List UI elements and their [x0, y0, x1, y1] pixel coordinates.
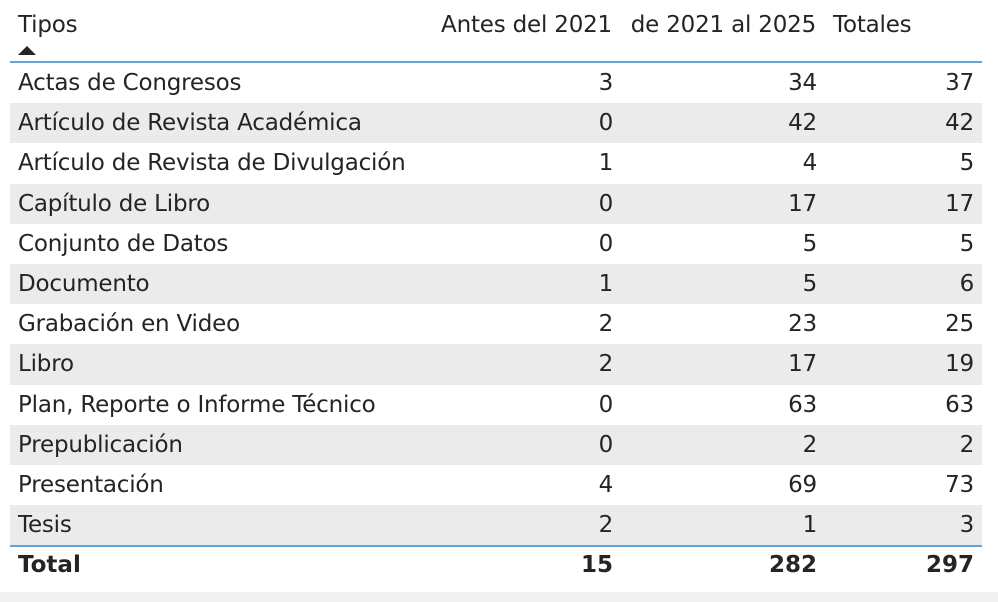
cell-rango: 5: [802, 270, 818, 297]
cell-tipo: Conjunto de Datos: [18, 230, 229, 257]
cell-antes: 2: [598, 512, 614, 539]
total-row: Total 15 282 297: [10, 547, 982, 591]
cell-rango: 1: [802, 512, 818, 539]
table-row[interactable]: Presentación 4 69 73: [10, 465, 982, 505]
cell-total: 5: [959, 230, 975, 257]
table-row[interactable]: Artículo de Revista de Divulgación 1 4 5: [10, 143, 982, 183]
cell-total: 73: [945, 471, 974, 498]
cell-tipo: Actas de Congresos: [18, 70, 242, 96]
table-row[interactable]: Grabación en Video 2 23 25: [10, 304, 982, 344]
total-totales: 297: [925, 552, 974, 578]
table-row[interactable]: Tesis 2 1 3: [10, 505, 982, 546]
cell-rango: 69: [788, 471, 817, 498]
cell-tipo: Documento: [18, 270, 150, 297]
column-header-tipos[interactable]: Tipos: [18, 12, 78, 38]
table-row[interactable]: Prepublicación 0 2 2: [10, 424, 982, 465]
cell-total: 63: [945, 391, 974, 418]
cell-total: 37: [945, 70, 974, 96]
cell-tipo: Plan, Reporte o Informe Técnico: [18, 391, 376, 418]
cell-tipo: Tesis: [18, 512, 72, 539]
cell-total: 17: [945, 190, 974, 217]
cell-rango: 17: [788, 190, 817, 217]
cell-tipo: Presentación: [18, 471, 164, 498]
cell-antes: 0: [598, 431, 614, 458]
cell-antes: 2: [598, 311, 614, 338]
cell-antes: 3: [598, 70, 614, 96]
cell-antes: 1: [598, 150, 614, 177]
table-row[interactable]: Artículo de Revista Académica 0 42 42: [10, 103, 982, 144]
sort-ascending-icon[interactable]: [18, 46, 36, 55]
cell-rango: 2: [802, 431, 818, 458]
table-header: Tipos Antes del 2021 de 2021 al 2025 Tot…: [0, 0, 998, 60]
cell-rango: 63: [788, 391, 817, 418]
table-row[interactable]: Capítulo de Libro 0 17 17: [10, 183, 982, 224]
cell-total: 19: [945, 351, 974, 378]
table-body: Actas de Congresos 3 34 37 Artículo de R…: [10, 63, 982, 546]
cell-total: 42: [945, 110, 974, 137]
column-header-antes[interactable]: Antes del 2021: [441, 12, 612, 38]
total-divider: [10, 545, 982, 547]
cell-tipo: Libro: [18, 351, 74, 378]
cell-total: 25: [945, 311, 974, 338]
cell-antes: 0: [598, 391, 614, 418]
cell-tipo: Artículo de Revista Académica: [18, 110, 362, 137]
cell-antes: 4: [598, 471, 614, 498]
cell-total: 2: [959, 431, 975, 458]
cell-rango: 34: [788, 70, 817, 96]
cell-antes: 1: [598, 270, 614, 297]
column-header-totales[interactable]: Totales: [833, 12, 912, 38]
table-row[interactable]: Documento 1 5 6: [10, 263, 982, 305]
cell-tipo: Grabación en Video: [18, 311, 240, 338]
table-row[interactable]: Actas de Congresos 3 34 37: [10, 63, 982, 103]
cell-rango: 42: [788, 110, 817, 137]
table-row[interactable]: Libro 2 17 19: [10, 344, 982, 385]
total-label: Total: [18, 552, 81, 578]
total-antes: 15: [580, 552, 613, 578]
header-divider: [10, 61, 982, 63]
cell-total: 5: [959, 150, 975, 177]
cell-total: 6: [959, 270, 975, 297]
column-header-rango[interactable]: de 2021 al 2025: [630, 12, 816, 38]
cell-tipo: Artículo de Revista de Divulgación: [18, 150, 406, 177]
table-row[interactable]: Conjunto de Datos 0 5 5: [10, 224, 982, 264]
cell-rango: 4: [802, 150, 818, 177]
cell-antes: 0: [598, 230, 614, 257]
cell-rango: 23: [788, 311, 817, 338]
bottom-scroll-band: [0, 592, 998, 602]
cell-antes: 0: [598, 190, 614, 217]
cell-total: 3: [959, 512, 975, 539]
table-row[interactable]: Plan, Reporte o Informe Técnico 0 63 63: [10, 385, 982, 425]
cell-rango: 5: [802, 230, 818, 257]
cell-rango: 17: [788, 351, 817, 378]
total-rango: 282: [768, 552, 817, 578]
cell-antes: 2: [598, 351, 614, 378]
cell-antes: 0: [598, 110, 614, 137]
cell-tipo: Capítulo de Libro: [18, 190, 210, 217]
cell-tipo: Prepublicación: [18, 431, 183, 458]
